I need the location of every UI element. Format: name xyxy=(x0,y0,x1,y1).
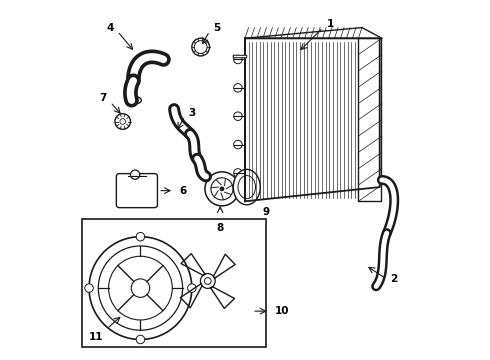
Circle shape xyxy=(211,178,233,200)
Text: 9: 9 xyxy=(263,207,270,217)
Circle shape xyxy=(234,55,242,64)
Text: 11: 11 xyxy=(89,332,103,342)
Polygon shape xyxy=(214,254,235,278)
Text: 4: 4 xyxy=(106,23,114,33)
Polygon shape xyxy=(181,254,205,275)
Ellipse shape xyxy=(238,176,255,199)
Text: 5: 5 xyxy=(213,23,220,33)
Circle shape xyxy=(234,140,242,149)
Text: 2: 2 xyxy=(391,274,397,284)
Text: 8: 8 xyxy=(217,222,224,233)
Ellipse shape xyxy=(233,169,260,205)
Text: 3: 3 xyxy=(188,108,196,118)
Circle shape xyxy=(120,119,125,124)
Circle shape xyxy=(234,84,242,92)
Circle shape xyxy=(192,38,210,56)
Circle shape xyxy=(234,168,242,177)
Circle shape xyxy=(205,172,239,206)
Circle shape xyxy=(98,246,183,330)
Text: 6: 6 xyxy=(179,186,187,195)
Ellipse shape xyxy=(129,98,138,102)
Bar xyxy=(82,219,266,347)
Circle shape xyxy=(204,278,211,284)
Polygon shape xyxy=(180,284,202,308)
Text: 7: 7 xyxy=(99,94,107,103)
Polygon shape xyxy=(211,287,235,309)
Circle shape xyxy=(220,187,224,191)
Circle shape xyxy=(130,170,140,179)
Text: 1: 1 xyxy=(326,19,334,29)
Circle shape xyxy=(136,335,145,344)
Circle shape xyxy=(188,284,196,292)
Text: 10: 10 xyxy=(275,306,290,316)
Circle shape xyxy=(136,233,145,241)
Circle shape xyxy=(89,237,192,339)
Circle shape xyxy=(234,112,242,121)
FancyBboxPatch shape xyxy=(116,174,157,208)
Circle shape xyxy=(109,256,172,320)
Circle shape xyxy=(131,279,149,297)
Circle shape xyxy=(85,284,93,292)
Circle shape xyxy=(115,114,130,129)
Ellipse shape xyxy=(125,96,141,104)
Circle shape xyxy=(195,41,207,54)
Bar xyxy=(358,38,381,201)
Circle shape xyxy=(200,274,215,288)
